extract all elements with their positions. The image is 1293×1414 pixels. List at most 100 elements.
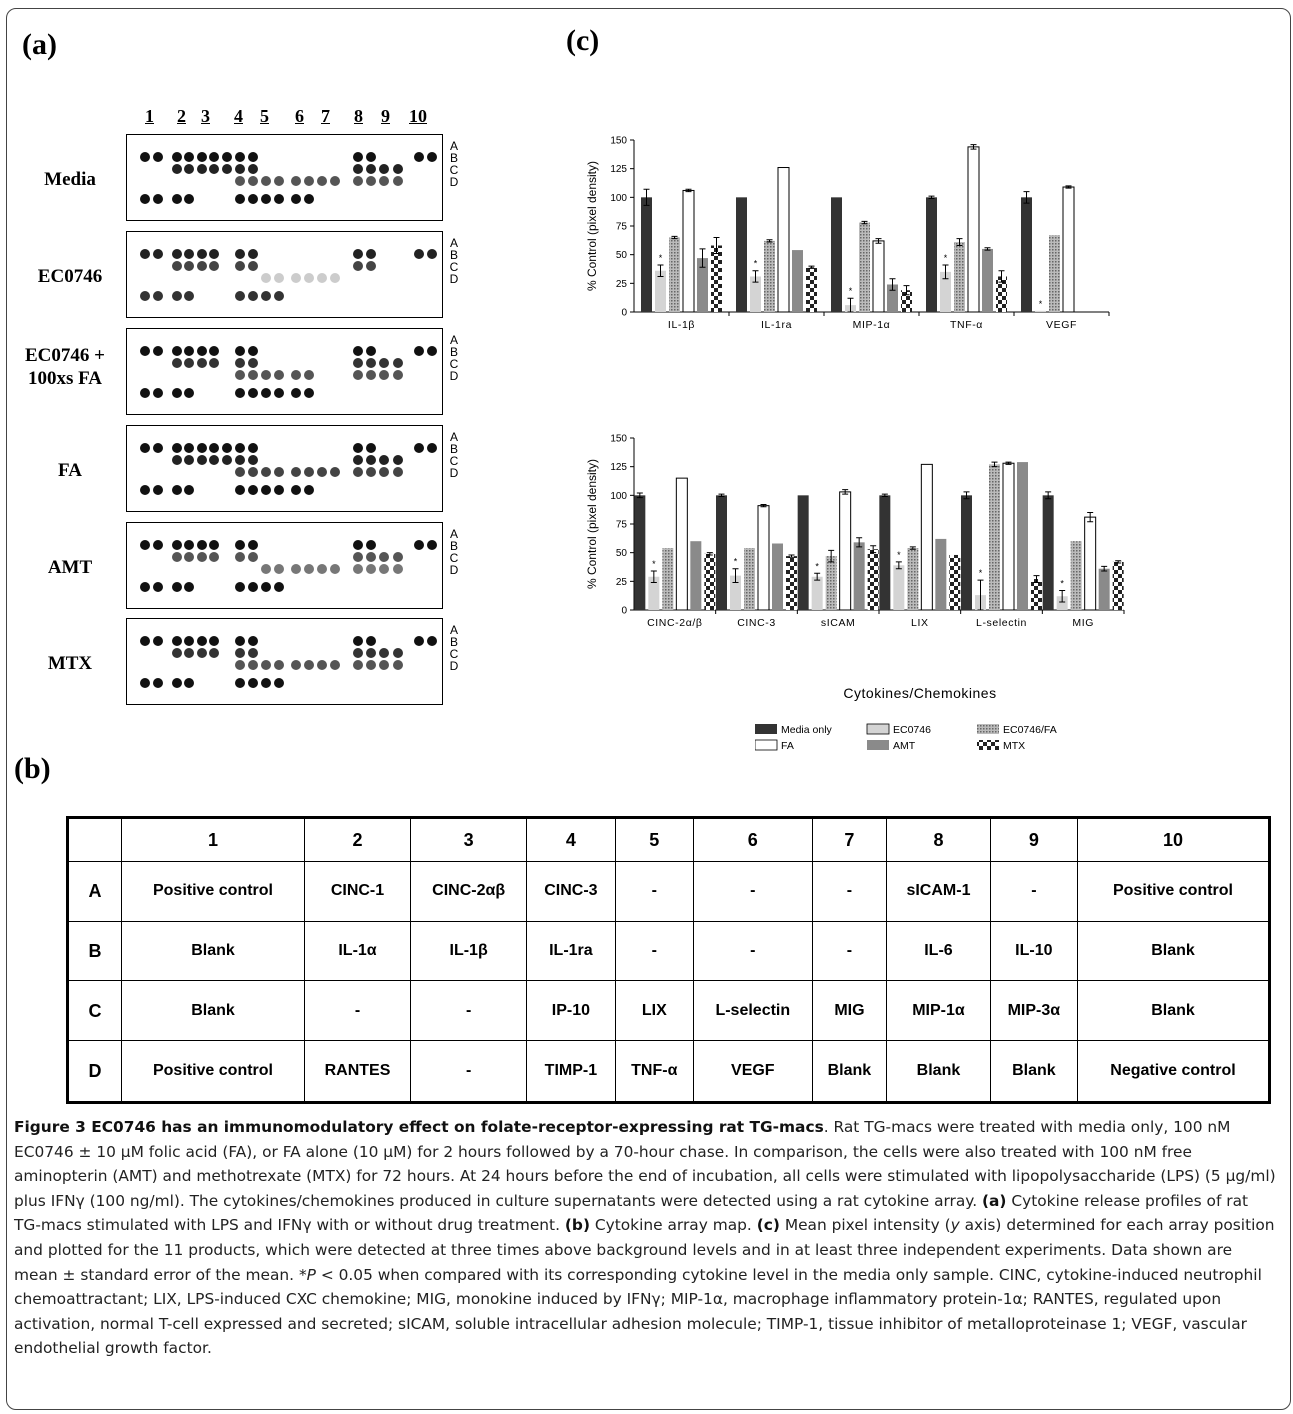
array-dot	[172, 648, 182, 658]
array-column-number: 10	[409, 106, 427, 126]
array-dot	[197, 249, 207, 259]
map-column-header: 4	[526, 817, 616, 862]
map-cell: IL-1β	[410, 920, 528, 982]
array-dot	[261, 176, 271, 186]
caption-text: . Rat TG-macs were treated with media on…	[14, 1118, 1276, 1210]
bar	[1049, 235, 1060, 312]
category-label: sICAM	[821, 617, 856, 629]
array-dot	[414, 346, 424, 356]
array-dot	[184, 358, 194, 368]
map-cell: Blank	[886, 1039, 991, 1104]
y-tick-label: 50	[616, 250, 628, 261]
legend-swatch	[977, 740, 999, 750]
bar	[853, 542, 865, 610]
map-cell: Positive control	[1076, 861, 1271, 922]
array-dot	[379, 467, 389, 477]
error-bar	[685, 188, 692, 193]
array-dot	[304, 388, 314, 398]
array-dot	[353, 540, 363, 550]
array-dot	[197, 152, 207, 162]
array-dot	[366, 540, 376, 550]
array-dot	[197, 636, 207, 646]
array-dot	[274, 273, 284, 283]
bar	[757, 505, 770, 611]
array-dot	[235, 485, 245, 495]
array-dot	[427, 636, 437, 646]
blot-dots	[140, 443, 437, 495]
array-dot	[366, 455, 376, 465]
array-dot	[235, 582, 245, 592]
map-cell: sICAM-1	[886, 861, 991, 922]
array-row-letter: A	[449, 430, 458, 444]
map-cell: Positive control	[121, 861, 305, 922]
blot-label: AMT	[47, 557, 93, 578]
caption-tag-a: (a)	[982, 1191, 1007, 1210]
array-dot	[353, 346, 363, 356]
array-dot	[184, 388, 194, 398]
array-dot	[184, 455, 194, 465]
array-dot	[366, 358, 376, 368]
category-label: L-selectin	[976, 617, 1027, 629]
array-dot	[153, 388, 163, 398]
array-dot	[379, 455, 389, 465]
array-dot	[353, 455, 363, 465]
map-cell: MIG	[811, 980, 888, 1041]
array-dot	[366, 152, 376, 162]
bar	[690, 541, 702, 610]
array-dot	[393, 552, 403, 562]
array-dot	[184, 636, 194, 646]
array-dot	[248, 261, 258, 271]
map-cell: IP-10	[526, 980, 616, 1041]
caption-italic: P	[306, 1265, 316, 1284]
significance-star: *	[944, 253, 948, 263]
map-cell: CINC-2αβ	[410, 861, 528, 922]
map-cell: -	[692, 861, 813, 922]
array-dot	[366, 261, 376, 271]
blot-label: Media	[44, 169, 96, 190]
array-dot	[366, 467, 376, 477]
error-bar	[991, 461, 998, 468]
bar-chart-top: % Control (pixel density) 0 25 50 75 100 125 15…	[585, 136, 1110, 331]
bar	[926, 197, 937, 312]
array-dot	[172, 485, 182, 495]
map-cell: Blank	[121, 920, 305, 982]
array-row-letter: D	[449, 369, 459, 383]
panel-label-b: (b)	[14, 752, 51, 785]
array-dot	[274, 388, 284, 398]
array-dot	[140, 582, 150, 592]
map-cell: IL-10	[989, 920, 1078, 982]
array-dot	[330, 564, 340, 574]
bar	[920, 463, 933, 611]
bar	[901, 290, 912, 312]
y-tick-label: 100	[610, 491, 627, 502]
array-dot	[172, 636, 182, 646]
array-dot	[172, 582, 182, 592]
array-dot	[304, 564, 314, 574]
array-dot	[353, 249, 363, 259]
map-column-header: 3	[410, 817, 528, 862]
bar	[777, 167, 790, 313]
bar	[1042, 495, 1054, 610]
bar	[825, 556, 837, 610]
array-column-number: 2	[177, 106, 186, 126]
array-column-number: 1	[145, 106, 154, 126]
bar	[634, 495, 646, 610]
array-dot	[197, 443, 207, 453]
array-dot	[184, 485, 194, 495]
caption-title: Figure 3 EC0746 has an immunomodulatory …	[14, 1118, 824, 1136]
array-dot	[248, 249, 258, 259]
array-dot	[353, 443, 363, 453]
map-column-header	[67, 817, 122, 862]
error-bar	[956, 238, 963, 246]
y-tick-label: 50	[616, 548, 628, 559]
array-blot	[126, 522, 443, 609]
array-dot	[235, 358, 245, 368]
bar	[697, 258, 708, 312]
bar	[1062, 186, 1075, 313]
map-column-header: 10	[1076, 817, 1271, 862]
array-dot	[235, 540, 245, 550]
bar	[797, 495, 809, 610]
array-dot	[235, 388, 245, 398]
bar	[949, 554, 961, 610]
array-dot	[291, 485, 301, 495]
